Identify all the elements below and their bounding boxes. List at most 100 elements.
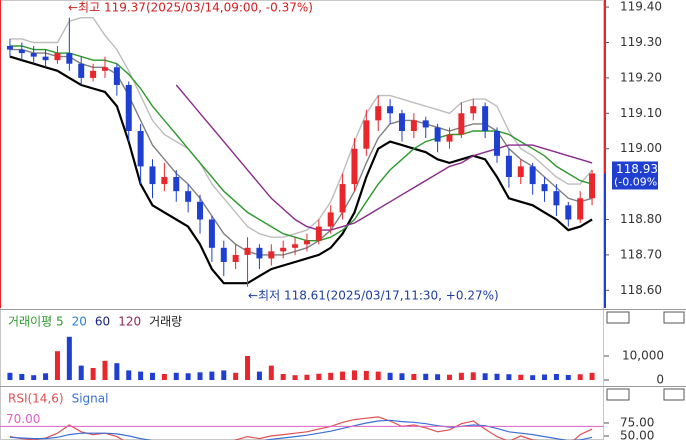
y-tick-label: 119.30: [620, 35, 662, 49]
y-tick-label: 119.00: [620, 141, 662, 155]
last-price-box: [612, 161, 658, 190]
volume-bar: [304, 374, 310, 380]
candle-body: [363, 120, 370, 149]
volume-bar: [150, 372, 155, 380]
volume-bar: [90, 368, 96, 380]
candle-body: [565, 205, 572, 220]
low-annotation: ←최저 118.61(2025/03/17,11:30, +0.27%): [248, 289, 499, 303]
volume-bar: [66, 336, 72, 380]
candle-body: [113, 67, 120, 85]
candle-body: [232, 254, 239, 262]
candle-body: [553, 191, 560, 206]
candle-body: [280, 247, 287, 252]
candle-body: [351, 148, 358, 185]
y-tick-label: 0: [656, 373, 664, 387]
volume-bar: [185, 373, 191, 380]
volume-bar: [351, 370, 357, 380]
volume-bar: [399, 373, 405, 380]
threshold-label: 70.00: [6, 412, 40, 426]
volume-bar: [363, 370, 369, 380]
volume-bar: [19, 374, 25, 380]
y-tick-label: 10,000: [622, 349, 664, 363]
button[interactable]: [606, 311, 630, 324]
candle-body: [434, 127, 441, 142]
candle-body: [220, 247, 227, 262]
volume-bar: [506, 374, 512, 380]
y-tick-label: 118.60: [620, 283, 662, 297]
line-series: [9, 55, 593, 285]
legend-entry: 거래량: [149, 315, 182, 329]
volume-bar: [31, 375, 37, 380]
candle-body: [256, 247, 263, 259]
volume-bar: [340, 371, 346, 380]
price-panel: [6, 17, 596, 287]
volume-bar: [114, 363, 120, 380]
volume-bar: [411, 374, 417, 380]
line-series: [9, 419, 593, 440]
volume-bar: [375, 371, 381, 380]
candle-body: [6, 46, 13, 50]
candle-body: [66, 53, 73, 64]
volume-bar: [458, 372, 464, 380]
volume-bar: [280, 374, 286, 380]
volume-bar: [553, 374, 559, 380]
candle-body: [149, 166, 156, 185]
candle-body: [185, 191, 192, 202]
candle-body: [410, 120, 417, 131]
candle-body: [529, 166, 536, 185]
volume-bar: [233, 372, 239, 380]
panel-buttons[interactable]: [606, 311, 685, 401]
candle-body: [197, 201, 204, 220]
candle-body: [78, 63, 85, 78]
volume-bar: [173, 372, 179, 380]
line-series: [175, 84, 593, 231]
candle-body: [482, 106, 489, 131]
volume-bar: [138, 371, 144, 380]
y-tick-label: 50.00: [620, 429, 654, 440]
candle-body: [161, 177, 168, 185]
candle-body: [327, 212, 334, 227]
candle-body: [398, 113, 405, 131]
button[interactable]: [663, 311, 685, 324]
candle-body: [470, 106, 477, 114]
candle-body: [244, 247, 251, 255]
line-series: [9, 17, 593, 238]
candle-body: [30, 53, 37, 57]
candle-body: [387, 106, 394, 114]
volume-bar: [209, 371, 215, 380]
volume-bar: [221, 370, 227, 380]
volume-bar: [435, 374, 441, 380]
legend-entry: 20: [72, 315, 87, 329]
high-annotation: ←최고 119.37(2025/03/14,09:00, -0.37%): [68, 1, 313, 15]
volume-bar: [470, 372, 476, 380]
candle-body: [125, 84, 132, 131]
volume-bar: [161, 374, 167, 380]
volume-bar: [43, 373, 49, 380]
last-change: (-0.09%): [614, 175, 662, 188]
legend-entry: 거래이평 5: [8, 315, 64, 329]
volume-bar: [78, 365, 84, 380]
rsi-panel: [9, 416, 593, 440]
volume-bar: [447, 374, 452, 380]
volume-bar: [494, 373, 500, 380]
candle-body: [208, 219, 215, 248]
button[interactable]: [663, 388, 685, 401]
volume-bar: [54, 351, 60, 380]
volume-bar: [589, 372, 595, 380]
volume-bar: [387, 372, 393, 380]
candle-body: [101, 67, 108, 71]
volume-bar: [565, 374, 571, 380]
candle-body: [173, 177, 180, 192]
y-tick-label: 118.70: [620, 247, 662, 261]
last-price: 118.93: [616, 162, 658, 176]
volume-bar: [328, 372, 334, 380]
volume-bar: [316, 373, 322, 380]
legend-entry: 120: [118, 315, 141, 329]
y-tick-label: 119.10: [620, 106, 662, 120]
candle-body: [541, 184, 548, 192]
legend-entry: 60: [95, 315, 110, 329]
button[interactable]: [606, 388, 630, 401]
candle-body: [589, 173, 596, 199]
candle-body: [137, 130, 144, 167]
